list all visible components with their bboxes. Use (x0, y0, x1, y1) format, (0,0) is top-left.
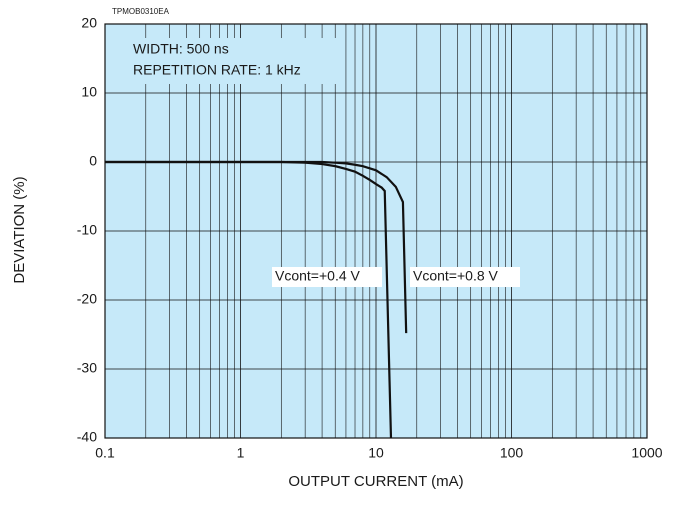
y-tick-label: 10 (81, 84, 97, 100)
x-tick-label: 100 (500, 445, 524, 461)
y-axis-label: DEVIATION (%) (11, 176, 28, 283)
plot-frame (104, 23, 648, 439)
x-tick-label: 10 (368, 445, 384, 461)
y-tick-label: 20 (81, 15, 97, 31)
line (105, 160, 408, 334)
x-tick-label: 0.1 (95, 445, 115, 461)
annotation: REPETITION RATE: 1 kHz (133, 62, 301, 78)
y-tick-label: -40 (77, 429, 97, 445)
annotation-box (130, 38, 342, 84)
x-tick-label: 1000 (631, 445, 662, 461)
series-label-bg (272, 267, 382, 287)
series-label: Vcont=+0.8 V (413, 268, 499, 284)
series-label-bg (410, 267, 520, 287)
y-tick-label: 0 (89, 153, 97, 169)
chart-code: TPMOB0310EA (112, 7, 170, 16)
x-tick-label: 1 (237, 445, 245, 461)
annotation: WIDTH: 500 ns (133, 41, 229, 57)
y-tick-label: -30 (77, 360, 97, 376)
y-tick-label: -20 (77, 291, 97, 307)
x-axis-label: OUTPUT CURRENT (mA) (288, 473, 463, 490)
y-tick-label: -10 (77, 222, 97, 238)
series-label: Vcont=+0.4 V (275, 268, 361, 284)
